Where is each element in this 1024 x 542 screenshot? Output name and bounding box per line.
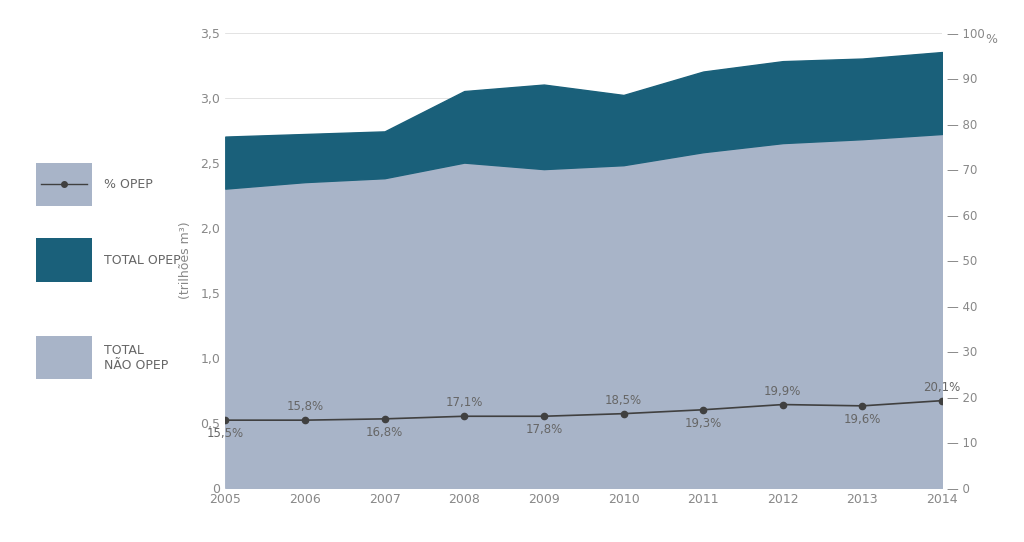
Text: 17,8%: 17,8%	[525, 423, 562, 436]
Bar	[36, 336, 92, 379]
Text: TOTAL OPEP: TOTAL OPEP	[104, 254, 181, 267]
Text: 15,8%: 15,8%	[287, 400, 324, 413]
Text: 19,3%: 19,3%	[684, 417, 722, 430]
Bar	[36, 163, 92, 206]
Text: % OPEP: % OPEP	[104, 178, 154, 191]
Text: %: %	[985, 33, 997, 46]
Text: 19,6%: 19,6%	[844, 413, 881, 426]
Text: 17,1%: 17,1%	[445, 396, 483, 409]
Y-axis label: (trilhões m³): (trilhões m³)	[179, 221, 193, 299]
Text: TOTAL
NÃO OPEP: TOTAL NÃO OPEP	[104, 344, 169, 372]
Text: 15,5%: 15,5%	[207, 427, 244, 440]
Text: 20,1%: 20,1%	[924, 380, 961, 393]
Text: 16,8%: 16,8%	[366, 426, 403, 439]
Text: 18,5%: 18,5%	[605, 393, 642, 406]
Text: 19,9%: 19,9%	[764, 385, 802, 398]
Bar	[36, 238, 92, 282]
